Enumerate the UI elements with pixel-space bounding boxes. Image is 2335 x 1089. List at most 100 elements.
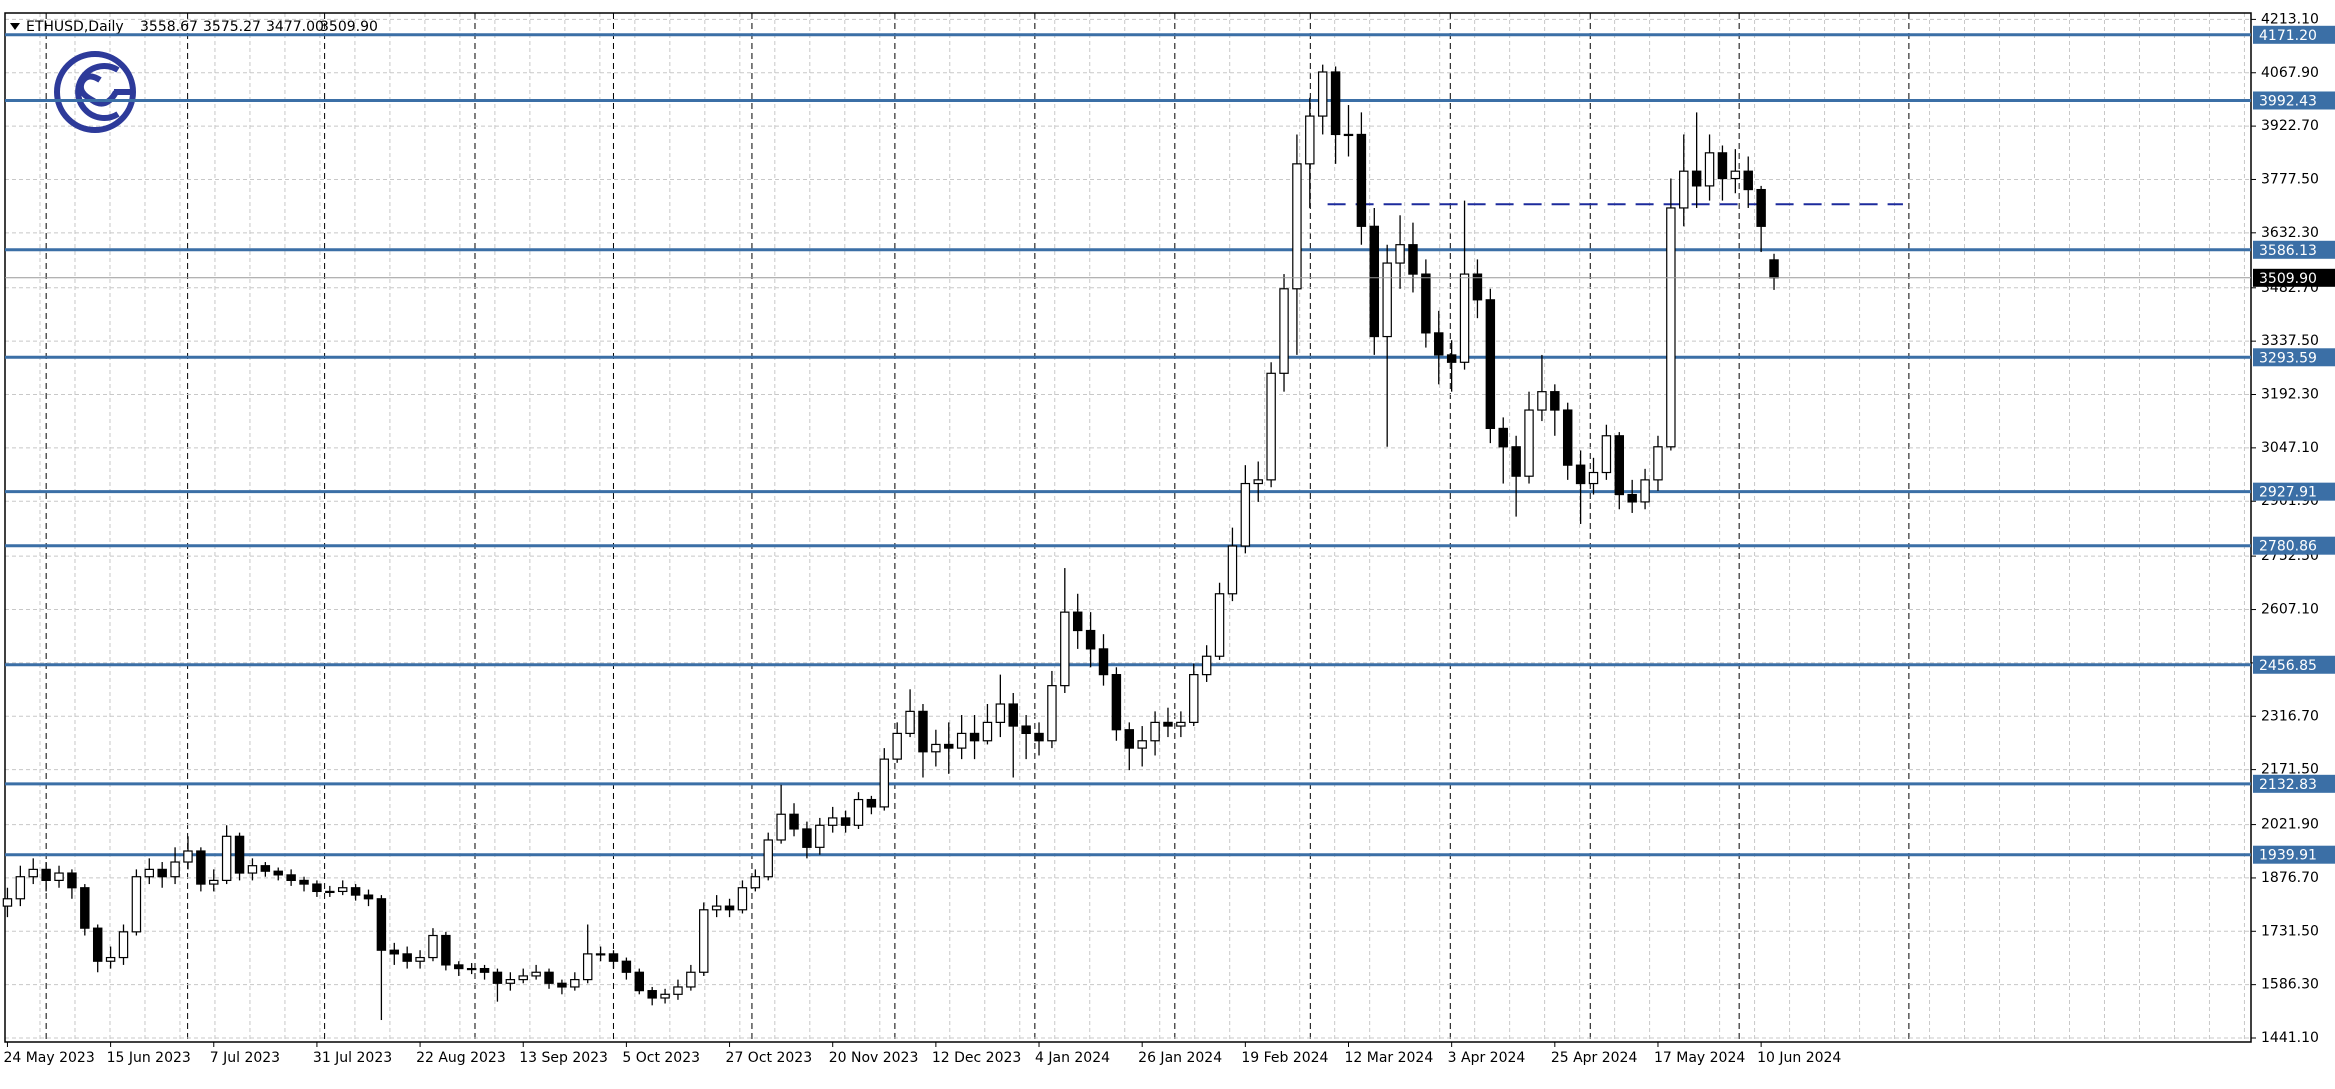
candle-body	[402, 953, 412, 962]
candle-body	[1679, 170, 1689, 209]
candle-body	[750, 876, 761, 889]
last-price-label: 3509.90	[2259, 271, 2317, 287]
candle-body	[866, 798, 877, 808]
candle-body	[1756, 188, 1766, 227]
candle-body	[1150, 721, 1160, 742]
y-tick-label: 3777.50	[2261, 171, 2319, 187]
candle-body	[1330, 71, 1341, 136]
candle-body	[1072, 611, 1083, 632]
y-tick-label: 4067.90	[2261, 65, 2319, 81]
candle-body	[67, 872, 77, 889]
candle-body	[1550, 391, 1560, 411]
candle-body	[621, 960, 632, 973]
candle-body	[441, 934, 451, 966]
high-label: 3575.27	[203, 19, 261, 35]
x-tick-label: 7 Jul 2023	[210, 1050, 280, 1066]
candle-body	[350, 887, 361, 896]
candle-body	[1060, 611, 1070, 687]
candle-body	[1343, 133, 1354, 137]
candle-body	[1085, 629, 1096, 650]
candle-body	[1717, 152, 1728, 180]
x-tick-label: 26 Jan 2024	[1138, 1050, 1222, 1066]
candle-body	[557, 982, 567, 988]
candle-body	[1266, 372, 1276, 481]
candle-body	[544, 971, 554, 984]
close-label: 3509.90	[320, 19, 378, 35]
candle-body	[969, 732, 980, 742]
candle-body	[737, 887, 748, 911]
candle-body	[1382, 262, 1392, 338]
x-tick-label: 12 Dec 2023	[932, 1050, 1021, 1066]
candle-body	[1240, 482, 1251, 547]
level-label: 3293.59	[2259, 350, 2317, 366]
candle-body	[28, 868, 38, 878]
candle-body	[634, 971, 645, 992]
candle-body	[1601, 435, 1612, 474]
candle-body	[1034, 732, 1044, 742]
candle-body	[363, 894, 374, 900]
candle-body	[1292, 163, 1302, 290]
level-tag	[2253, 774, 2335, 793]
level-tag	[2253, 536, 2335, 555]
candle-body	[776, 813, 786, 841]
candle-body	[1369, 225, 1380, 338]
plot-frame	[4, 12, 2252, 1043]
level-tag	[2253, 240, 2335, 259]
y-tick-label: 2171.50	[2261, 762, 2319, 778]
candle-body	[531, 971, 541, 977]
x-tick-label: 13 Sep 2023	[519, 1050, 608, 1066]
candle-body	[273, 870, 283, 876]
logo-amp	[77, 73, 119, 107]
candle-body	[1098, 648, 1109, 676]
candle-body	[170, 861, 180, 878]
candle-body	[1356, 133, 1367, 227]
x-tick-label: 10 Jun 2024	[1757, 1050, 1841, 1066]
level-label: 3586.13	[2259, 243, 2317, 259]
candle-body	[608, 953, 619, 962]
candle-body	[325, 890, 335, 894]
candle-body	[840, 817, 851, 826]
x-tick-label: 22 Aug 2023	[416, 1050, 506, 1066]
candle-body	[892, 732, 902, 760]
candle-body	[1279, 288, 1289, 374]
candle-body	[815, 824, 825, 848]
level-tag	[2253, 25, 2335, 44]
candle-body	[286, 874, 296, 881]
y-tick-label: 4213.10	[2261, 11, 2319, 27]
candle-body	[1588, 471, 1599, 485]
level-label: 2456.85	[2259, 658, 2317, 674]
candle-body	[105, 956, 116, 962]
y-tick-label: 1586.30	[2261, 977, 2319, 993]
candle-body	[1704, 152, 1715, 187]
level-label: 3992.43	[2259, 93, 2317, 109]
y-tick-label: 1731.50	[2261, 923, 2319, 939]
x-tick-label: 19 Feb 2024	[1241, 1050, 1328, 1066]
level-label: 4171.20	[2259, 28, 2317, 44]
candle-body	[1214, 593, 1225, 657]
candle-body	[995, 703, 1006, 723]
y-tick-label: 2021.90	[2261, 817, 2319, 833]
candle-body	[144, 868, 155, 878]
candle-body	[1189, 674, 1199, 723]
candle-body	[879, 758, 890, 808]
candle-body	[699, 909, 709, 973]
candle-body	[505, 979, 516, 984]
level-tag	[2253, 845, 2335, 864]
candle-body	[1575, 464, 1586, 485]
candle-body	[234, 835, 245, 874]
candle-body	[1008, 703, 1018, 727]
candle-body	[944, 743, 954, 749]
candle-body	[479, 967, 490, 973]
last-price-tag	[2253, 268, 2335, 287]
candle-body	[724, 905, 735, 911]
y-tick-label: 1441.10	[2261, 1030, 2319, 1046]
logo-c	[75, 63, 120, 121]
candle-body	[415, 956, 425, 962]
y-tick-label: 2316.70	[2261, 708, 2319, 724]
open-label: 3558.67	[140, 19, 198, 35]
candle-body	[454, 964, 464, 970]
symbol: ETHUSD,Daily	[26, 19, 124, 35]
candle-body	[92, 927, 103, 962]
candle-body	[789, 813, 799, 830]
candle-body	[1137, 740, 1147, 749]
